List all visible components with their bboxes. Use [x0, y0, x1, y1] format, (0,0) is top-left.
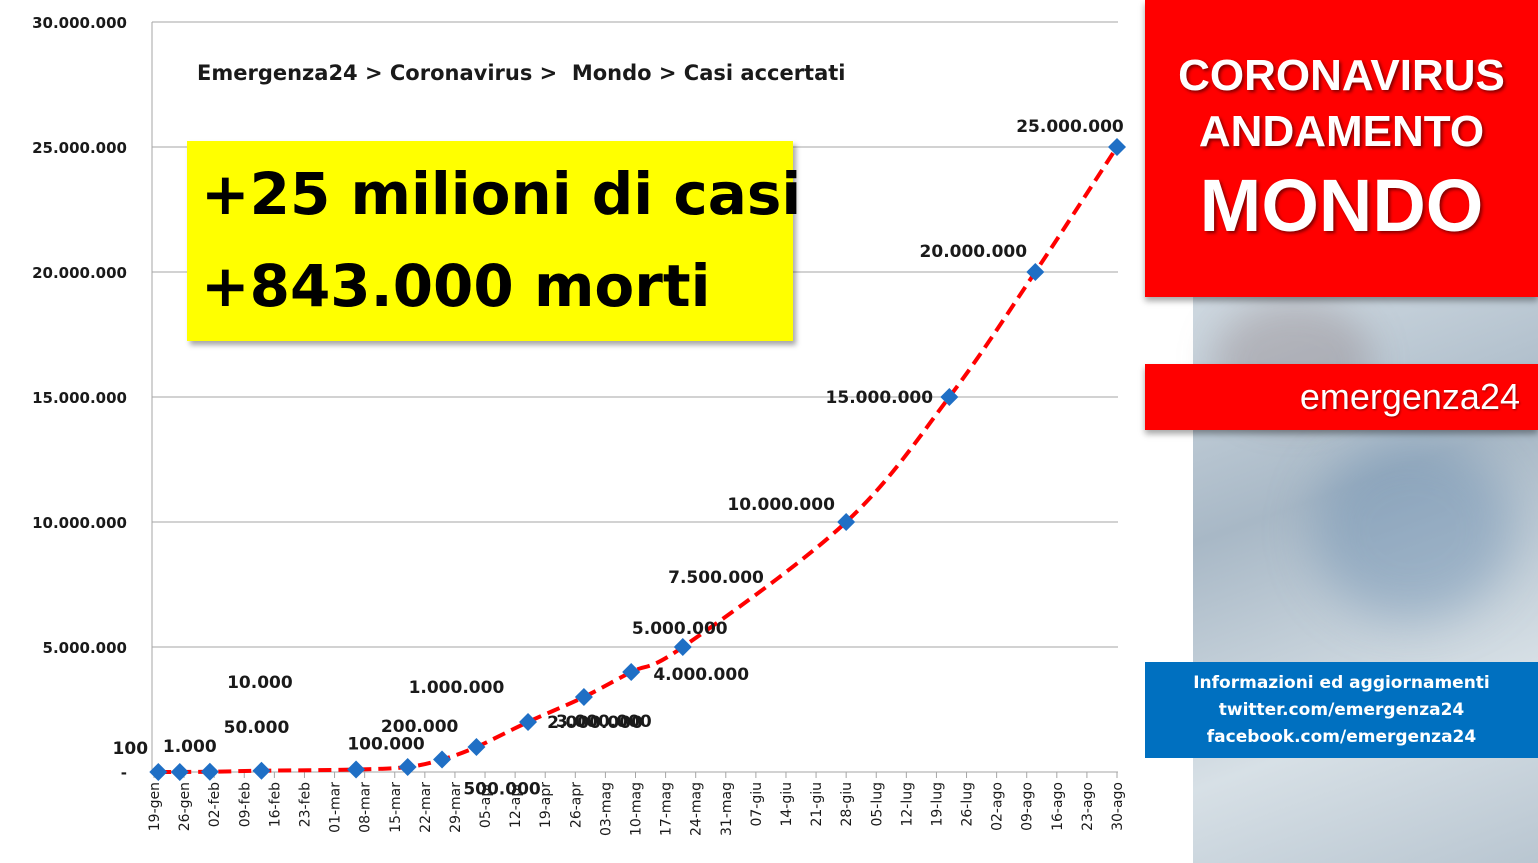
- x-tick-label: 12-lug: [899, 782, 915, 827]
- data-label: 100: [113, 739, 149, 759]
- data-point: [347, 760, 366, 779]
- data-point: [1026, 263, 1045, 281]
- x-tick-label: 19-apr: [538, 782, 554, 828]
- x-tick-label: 03-mag: [598, 782, 614, 836]
- summary-callout: +25 milioni di casi +843.000 morti: [187, 141, 801, 341]
- info-box: Informazioni ed aggiornamenti twitter.co…: [1145, 662, 1538, 758]
- x-tick-label: 31-mag: [719, 782, 735, 836]
- x-tick-label: 08-mar: [358, 782, 374, 833]
- x-tick-label: 16-feb: [267, 782, 283, 827]
- data-label: 1.000.000: [409, 678, 505, 698]
- deaths-summary: +843.000 morti: [201, 252, 711, 320]
- x-tick-label: 23-ago: [1080, 782, 1096, 831]
- x-tick-label: 28-giu: [839, 782, 855, 827]
- x-tick-label: 30-ago: [1110, 782, 1126, 831]
- x-tick-label: 23-feb: [297, 782, 313, 827]
- line-chart: - 5.000.000 10.000.000 15.000.000 20.000.000…: [32, 14, 1126, 836]
- data-point: [1108, 138, 1126, 156]
- x-tick-label: 02-ago: [990, 782, 1006, 831]
- y-axis: - 5.000.000 10.000.000 15.000.000 20.000.000…: [32, 14, 153, 782]
- twitter-link[interactable]: twitter.com/emergenza24: [1218, 700, 1465, 720]
- data-label: 10.000: [227, 673, 293, 693]
- data-label: 20.000.000: [920, 242, 1028, 262]
- data-label: 5.000.000: [632, 619, 728, 639]
- x-tick-label: 09-feb: [237, 782, 253, 827]
- facebook-link[interactable]: facebook.com/emergenza24: [1206, 727, 1477, 747]
- y-tick-label: -: [121, 764, 127, 782]
- data-label: 7.500.000: [668, 568, 764, 588]
- x-tick-label: 07-giu: [749, 782, 765, 827]
- x-tick-label: 01-mar: [328, 782, 344, 833]
- x-tick-label: 24-mag: [689, 782, 705, 836]
- y-tick-label: 20.000.000: [32, 264, 127, 282]
- data-point: [149, 762, 168, 781]
- x-tick-label: 19-lug: [929, 782, 945, 827]
- y-tick-label: 5.000.000: [43, 639, 127, 657]
- x-tick-label: 14-giu: [779, 782, 795, 827]
- banner-line-1: CORONAVIRUS: [1178, 51, 1505, 100]
- y-tick-label: 25.000.000: [32, 139, 127, 157]
- data-label: 15.000.000: [826, 388, 934, 408]
- data-point: [519, 713, 538, 731]
- x-tick-label: 26-apr: [568, 782, 584, 828]
- data-label: 50.000: [224, 718, 290, 738]
- data-point: [574, 688, 593, 706]
- photo-blur: [1313, 440, 1513, 620]
- data-label: 1.000: [163, 737, 217, 757]
- x-tick-label: 12-apr: [508, 782, 524, 828]
- banner-line-2: ANDAMENTO: [1198, 107, 1485, 156]
- data-point: [252, 761, 271, 780]
- data-series: [149, 138, 1126, 781]
- x-tick-label: 10-mag: [629, 782, 645, 836]
- data-label: 200.000: [381, 717, 459, 737]
- x-tick-label: 05-lug: [869, 782, 885, 827]
- x-tick-label: 15-mar: [388, 782, 404, 833]
- x-tick-label: 26-lug: [960, 782, 976, 827]
- data-label: 100.000: [347, 735, 425, 755]
- x-tick-label: 22-mar: [418, 782, 434, 833]
- banner-line-3: MONDO: [1199, 164, 1484, 247]
- title-banner: CORONAVIRUS ANDAMENTO MONDO: [1145, 0, 1538, 297]
- x-tick-label: 19-gen: [147, 782, 163, 831]
- x-tick-label: 02-feb: [207, 782, 223, 827]
- y-tick-label: 30.000.000: [32, 14, 127, 32]
- x-tick-label: 26-gen: [177, 782, 193, 831]
- x-tick-label: 21-giu: [809, 782, 825, 827]
- x-tick-label: 05-apr: [478, 782, 494, 828]
- y-tick-label: 10.000.000: [32, 514, 127, 532]
- data-point: [837, 513, 856, 531]
- data-point: [170, 762, 189, 781]
- data-label: 10.000.000: [727, 495, 835, 515]
- data-point: [200, 762, 219, 781]
- chart-title: Emergenza24 > Coronavirus > Mondo > Casi…: [197, 61, 846, 85]
- data-label: 3.000.000: [556, 712, 652, 732]
- data-label: 500.000: [463, 780, 541, 800]
- x-tick-label: 17-mag: [659, 782, 675, 836]
- x-tick-label: 09-ago: [1020, 782, 1036, 831]
- x-tick-label: 16-ago: [1050, 782, 1066, 831]
- data-point: [622, 663, 641, 681]
- brand-banner: emergenza24: [1145, 364, 1538, 430]
- x-tick-label: 29-mar: [448, 782, 464, 833]
- data-point: [940, 388, 959, 406]
- data-point: [433, 750, 452, 769]
- brand-name: emergenza24: [1299, 376, 1520, 417]
- info-line-1: Informazioni ed aggiornamenti: [1193, 673, 1490, 693]
- data-point: [398, 758, 417, 776]
- data-label: 4.000.000: [653, 665, 749, 685]
- data-point: [673, 638, 692, 656]
- y-tick-label: 15.000.000: [32, 389, 127, 407]
- x-axis: 19-gen 26-gen 02-feb 09-feb 16-feb 23-feb 01-m…: [147, 771, 1126, 836]
- data-label: 25.000.000: [1016, 117, 1124, 137]
- cases-summary: +25 milioni di casi: [201, 160, 802, 228]
- data-label: 2.000.000: [547, 713, 643, 733]
- data-point: [467, 738, 486, 756]
